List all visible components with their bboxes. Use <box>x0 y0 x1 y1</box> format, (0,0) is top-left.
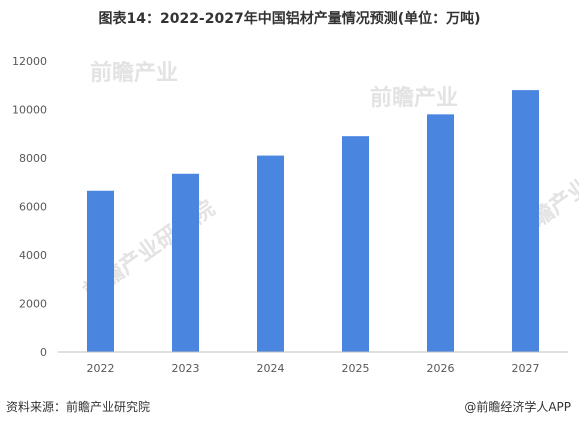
bar-2022 <box>87 190 114 352</box>
x-tick-label: 2024 <box>257 362 285 375</box>
watermark-text: 前瞻产业 <box>370 85 458 111</box>
x-tick-label: 2023 <box>172 362 200 375</box>
bar-2026 <box>427 114 454 352</box>
bar-2023 <box>172 173 199 352</box>
y-tick-label: 8000 <box>19 152 47 165</box>
y-tick-label: 0 <box>40 346 47 359</box>
credit-note: @前瞻经济学人APP <box>464 400 571 414</box>
x-tick-label: 2025 <box>342 362 370 375</box>
x-tick-label: 2027 <box>512 362 540 375</box>
bar-series <box>87 90 539 352</box>
bar-2024 <box>257 155 284 352</box>
y-tick-label: 4000 <box>19 249 47 262</box>
x-axis: 2022 2023 2024 2025 2026 2027 <box>58 351 568 375</box>
y-tick-label: 6000 <box>19 201 47 214</box>
watermark-text: 前瞻产业 <box>90 60 178 86</box>
y-tick-label: 2000 <box>19 298 47 311</box>
bar-2025 <box>342 136 369 352</box>
y-axis: 0 2000 4000 6000 8000 10000 12000 <box>12 55 47 359</box>
y-tick-label: 12000 <box>12 55 47 68</box>
chart-title: 图表14：2022-2027年中国铝材产量情况预测(单位：万吨) <box>98 11 481 27</box>
x-tick-label: 2026 <box>427 362 455 375</box>
bar-2027 <box>512 90 539 352</box>
y-tick-label: 10000 <box>12 104 47 117</box>
x-tick-label: 2022 <box>87 362 115 375</box>
source-note: 资料来源：前瞻产业研究院 <box>6 400 151 414</box>
